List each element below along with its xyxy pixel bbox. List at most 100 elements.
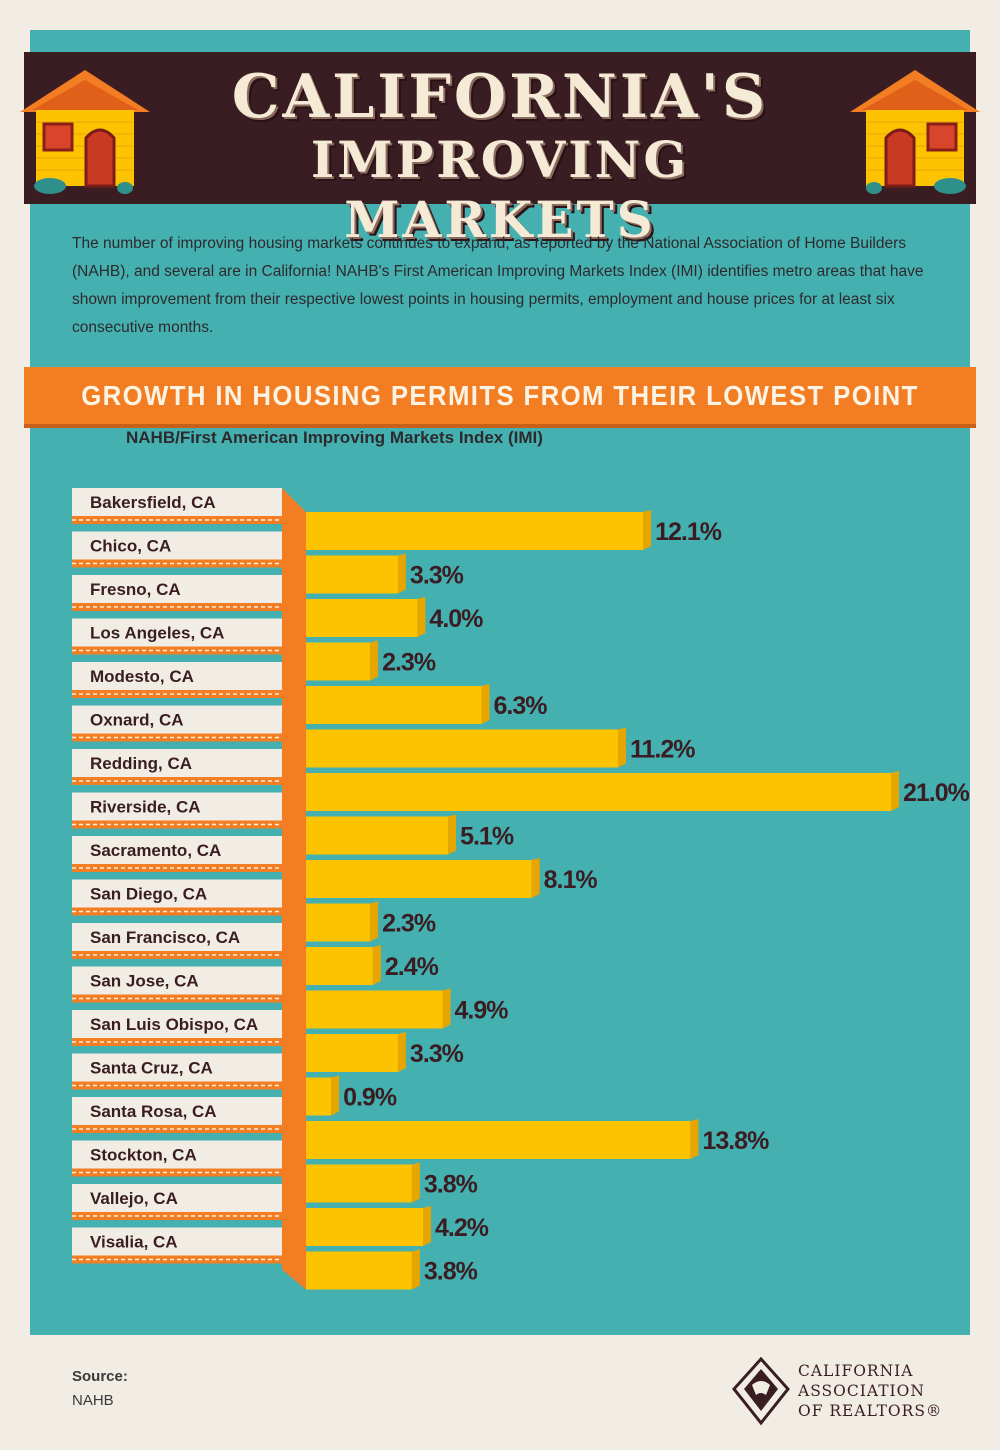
bar-value-label: 3.8% xyxy=(424,1171,478,1199)
category-label: Vallejo, CA xyxy=(90,1189,178,1208)
bar xyxy=(306,686,482,724)
source-value: NAHB xyxy=(72,1392,114,1409)
bar-value-label: 5.1% xyxy=(460,823,514,851)
bar-value-label: 8.1% xyxy=(544,866,598,894)
bar-edge xyxy=(411,1162,420,1203)
bar-chart: Bakersfield, CA 12.1% Chico, CA 3.3% Fresno,… xyxy=(72,488,971,1290)
connector-band xyxy=(282,488,306,1290)
category-label: Santa Cruz, CA xyxy=(90,1059,213,1078)
bar-edge xyxy=(531,858,540,898)
bar-edge xyxy=(331,1075,340,1116)
logo-text: CALIFORNIA ASSOCIATION OF REALTORS® xyxy=(798,1361,942,1421)
bar xyxy=(306,642,371,681)
category-plaque xyxy=(72,618,282,647)
bar-value-label: 2.3% xyxy=(382,910,436,938)
category-label: Bakersfield, CA xyxy=(90,493,216,512)
bar-edge xyxy=(397,1032,406,1072)
bar-edge xyxy=(448,814,457,855)
category-label: Fresno, CA xyxy=(90,580,181,599)
category-plaque xyxy=(72,923,282,951)
title-banner xyxy=(24,52,976,204)
bar xyxy=(306,512,644,550)
category-label: Riverside, CA xyxy=(90,798,201,817)
bar-value-label: 13.8% xyxy=(702,1127,769,1155)
bar xyxy=(306,816,449,855)
bar-edge xyxy=(690,1119,699,1159)
bar-edge xyxy=(643,510,652,550)
bar-value-label: 3.3% xyxy=(410,1040,464,1068)
category-plaque xyxy=(72,1184,282,1212)
bar-value-label: 4.0% xyxy=(429,605,483,633)
category-plaque xyxy=(72,575,282,603)
category-plaque xyxy=(72,1140,282,1169)
category-plaque xyxy=(72,749,282,777)
chart-title-strip: GROWTH IN HOUSING PERMITS FROM THEIR LOW… xyxy=(24,367,976,424)
house-icon xyxy=(850,70,980,194)
category-label: Sacramento, CA xyxy=(90,841,221,860)
category-plaque xyxy=(72,1097,282,1125)
category-plaque xyxy=(72,488,282,516)
bar-value-label: 12.1% xyxy=(655,518,722,546)
bar-edge xyxy=(481,684,490,724)
category-label: San Luis Obispo, CA xyxy=(90,1015,258,1034)
house-icon xyxy=(20,70,150,194)
category-plaque xyxy=(72,662,282,690)
bar-edge xyxy=(370,901,379,942)
bar-value-label: 0.9% xyxy=(343,1084,397,1112)
bar xyxy=(306,903,371,942)
category-label: Oxnard, CA xyxy=(90,711,184,730)
bar xyxy=(306,1077,332,1116)
category-label: Redding, CA xyxy=(90,754,192,773)
category-label: San Francisco, CA xyxy=(90,928,240,947)
intro-paragraph: The number of improving housing markets … xyxy=(72,235,924,336)
bar-value-label: 3.3% xyxy=(410,562,464,590)
bar-edge xyxy=(423,1206,431,1246)
bar xyxy=(306,1208,423,1246)
category-label: San Jose, CA xyxy=(90,972,199,991)
category-label: San Diego, CA xyxy=(90,885,207,904)
category-label: Stockton, CA xyxy=(90,1146,197,1165)
category-label: Santa Rosa, CA xyxy=(90,1102,217,1121)
bar xyxy=(306,729,618,768)
bar xyxy=(306,1034,398,1072)
bar-value-label: 3.8% xyxy=(424,1258,478,1286)
bar-value-label: 4.9% xyxy=(455,997,509,1025)
chart-subtitle: NAHB/First American Improving Markets In… xyxy=(126,428,543,447)
category-plaque xyxy=(72,836,282,864)
bar xyxy=(306,1251,412,1290)
bar-value-label: 11.2% xyxy=(630,736,695,764)
bar xyxy=(306,860,532,898)
bar-edge xyxy=(411,1249,420,1290)
chart-title: GROWTH IN HOUSING PERMITS FROM THEIR LOW… xyxy=(81,380,919,411)
logo-line-3: OF REALTORS® xyxy=(798,1402,943,1420)
category-label: Chico, CA xyxy=(90,537,171,556)
bar xyxy=(306,990,443,1029)
bar xyxy=(306,773,891,811)
bar-value-label: 2.3% xyxy=(382,649,436,677)
category-label: Visalia, CA xyxy=(90,1233,178,1252)
category-plaque xyxy=(72,966,282,995)
bar-edge xyxy=(891,771,899,811)
car-logo: CALIFORNIA ASSOCIATION OF REALTORS® xyxy=(730,1355,980,1435)
category-plaque xyxy=(72,1227,282,1256)
car-logo-icon xyxy=(732,1356,790,1426)
bar-value-label: 6.3% xyxy=(494,692,548,720)
category-label: Los Angeles, CA xyxy=(90,624,224,643)
bar-edge xyxy=(370,640,379,681)
bar-edge xyxy=(442,988,451,1029)
bar xyxy=(306,555,398,594)
title-line-1: CALIFORNIA'S xyxy=(231,62,769,132)
category-plaque xyxy=(72,531,282,560)
logo-line-1: CALIFORNIA xyxy=(798,1362,914,1380)
bar xyxy=(306,1164,412,1203)
category-plaque xyxy=(72,792,282,821)
bar-edge xyxy=(372,945,381,985)
category-label: Modesto, CA xyxy=(90,667,194,686)
source-label: Source: xyxy=(72,1368,128,1385)
bar xyxy=(306,1121,691,1159)
category-plaque xyxy=(72,705,282,734)
category-plaque xyxy=(72,879,282,908)
bar-value-label: 4.2% xyxy=(435,1214,489,1242)
logo-line-2: ASSOCIATION xyxy=(798,1382,925,1400)
bar-value-label: 2.4% xyxy=(385,953,439,981)
